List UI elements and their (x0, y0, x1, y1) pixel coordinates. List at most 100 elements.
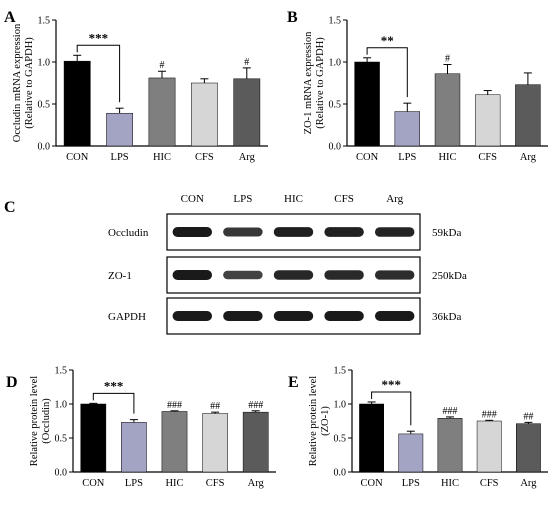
y-tick-label: 1.5 (329, 16, 342, 27)
panel-label-b: B (287, 9, 298, 26)
y-tick-label: 0.0 (38, 142, 51, 153)
bar-lps (398, 433, 424, 473)
protein-band (374, 270, 415, 280)
panel-label-e: E (288, 374, 299, 391)
lane-label-arg: Arg (386, 193, 403, 205)
x-tick-label: Arg (520, 478, 537, 489)
lane-label-hic: HIC (284, 193, 303, 205)
bracket-line (92, 392, 135, 414)
protein-band (172, 227, 213, 237)
y-axis-title-line: (Relative to GAPDH) (24, 37, 35, 129)
significance-bracket: *** (92, 378, 135, 414)
protein-label: ZO-1 (108, 270, 132, 282)
y-axis-title: Relative protein level(ZO-1) (308, 376, 331, 466)
bracket-label: *** (89, 30, 109, 45)
bar-cfs (202, 413, 228, 473)
blot-row-zo-1: ZO-1 250kDa (108, 256, 467, 294)
y-axis-title-line: Relative protein level (308, 376, 319, 466)
bracket-label: ** (381, 33, 394, 48)
bracket-label: *** (104, 378, 124, 393)
protein-label: GAPDH (108, 311, 146, 323)
x-tick-label: LPS (111, 152, 129, 163)
x-tick-label: CON (82, 478, 105, 489)
bar-cfs (476, 420, 502, 473)
bar-con (359, 403, 385, 473)
protein-band (374, 227, 415, 237)
x-tick-label: HIC (438, 152, 456, 163)
molecular-weight-label: 59kDa (432, 227, 461, 239)
x-tick-label: CON (356, 152, 379, 163)
y-tick-label: 1.0 (329, 58, 342, 69)
y-tick-label: 1.0 (38, 58, 51, 69)
y-axis-title-line: (Occludin) (41, 398, 52, 444)
y-axis-title-line: ZO-1 mRNA expression (303, 31, 314, 134)
y-tick-label: 0.5 (55, 434, 68, 445)
significance-label: # (244, 57, 249, 68)
blot-row-occludin: Occludin 59kDa (108, 213, 461, 251)
bracket-line (76, 44, 121, 103)
bracket-line (371, 391, 412, 426)
significance-label: ### (482, 409, 497, 420)
significance-label: # (445, 54, 450, 65)
x-tick-label: CFS (206, 478, 225, 489)
y-tick-label: 0.5 (38, 100, 51, 111)
panel-label-d: D (6, 374, 18, 391)
significance-label: ## (523, 411, 533, 422)
bar-arg (515, 423, 541, 473)
panel-label-a: A (4, 9, 16, 26)
protein-band (324, 311, 364, 321)
bar-hic (148, 77, 176, 147)
y-tick-label: 0.0 (55, 468, 68, 479)
x-tick-label: HIC (153, 152, 171, 163)
significance-label: # (160, 60, 165, 71)
y-axis-title: Occludin mRNA expression(Relative to GAP… (12, 23, 35, 142)
significance-label: ### (443, 406, 458, 417)
x-tick-label: LPS (398, 152, 416, 163)
blot-row-gapdh: GAPDH 36kDa (108, 297, 461, 335)
y-axis-title-line: (Relative to GAPDH) (315, 37, 326, 129)
axes: 0.00.51.01.5ZO-1 mRNA expression(Relativ… (303, 16, 548, 153)
significance-label: ### (167, 400, 182, 411)
bar-con (63, 60, 91, 147)
protein-band (223, 227, 263, 237)
y-axis-title-line: (ZO-1) (320, 406, 331, 436)
significance-bracket: *** (76, 30, 121, 103)
bracket-line (366, 47, 408, 98)
bar-cfs (474, 94, 501, 147)
bar-lps (106, 112, 133, 147)
bracket-label: *** (381, 377, 401, 392)
protein-band (223, 270, 263, 280)
y-tick-label: 1.5 (55, 366, 68, 377)
x-tick-label: LPS (125, 478, 143, 489)
protein-band (273, 270, 314, 280)
bar-hic (437, 418, 463, 473)
bar-hic (161, 411, 188, 473)
x-tick-label: CON (66, 152, 89, 163)
molecular-weight-label: 250kDa (432, 270, 467, 282)
protein-band (273, 227, 314, 237)
significance-bracket: *** (371, 377, 412, 426)
protein-band (374, 311, 415, 321)
y-tick-label: 1.0 (55, 400, 68, 411)
western-blot-panel: CON LPS HIC CFS Arg Occludin 59kDa ZO-1 250kDa GA… (108, 193, 467, 335)
protein-band (324, 270, 364, 280)
x-tick-label: CFS (478, 152, 497, 163)
lane-label-cfs: CFS (334, 193, 354, 205)
y-axis-title-line: Occludin mRNA expression (12, 23, 23, 142)
y-tick-label: 0.5 (329, 100, 342, 111)
bar-arg (515, 84, 541, 147)
x-tick-label: CFS (480, 478, 499, 489)
significance-bracket: ** (366, 33, 408, 98)
y-tick-label: 1.5 (334, 366, 347, 377)
chart-panel-b: 0.00.51.01.5ZO-1 mRNA expression(Relativ… (303, 16, 548, 163)
significance-label: ### (248, 400, 263, 411)
bar-arg (242, 411, 269, 473)
x-tick-label: LPS (402, 478, 420, 489)
x-tick-label: Arg (239, 152, 256, 163)
lane-label-lps: LPS (233, 193, 252, 205)
bar-cfs (191, 82, 218, 147)
